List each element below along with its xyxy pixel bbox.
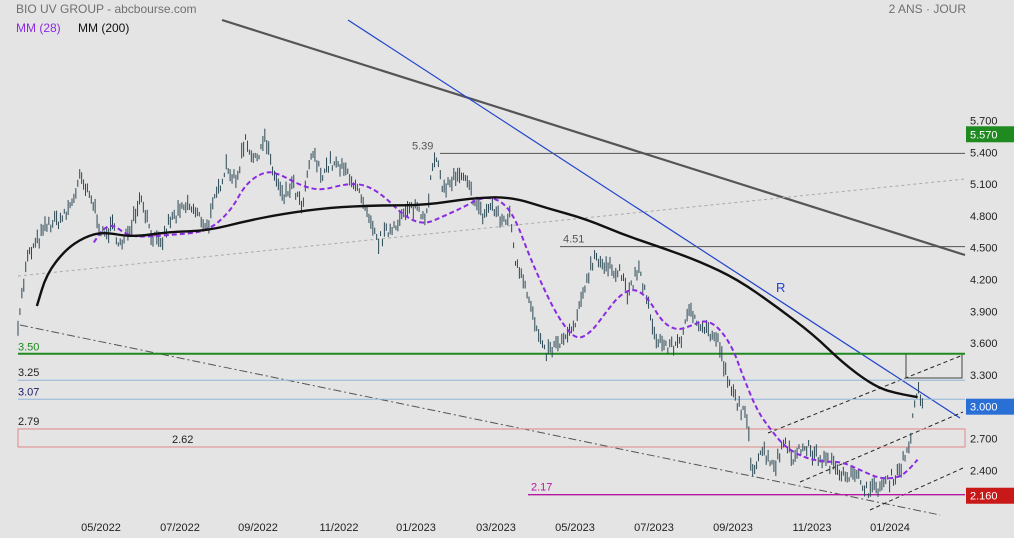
y-tick-4-500: 4.500 — [970, 243, 998, 255]
channel-line-lower — [869, 467, 964, 511]
x-tick-03-2023: 03/2023 — [476, 522, 516, 534]
annotation-r: R — [776, 280, 785, 295]
legend-mm200: MM (200) — [78, 21, 130, 35]
y-tick-4-800: 4.800 — [970, 211, 998, 223]
trendline-major-resistance — [221, 18, 966, 257]
level-label-2-62: 2.62 — [172, 434, 193, 446]
badge-5-570-bg — [966, 126, 1014, 143]
channel-line-middle — [799, 411, 964, 483]
y-tick-4-200: 4.200 — [970, 275, 998, 287]
series-line-mm-200- — [35, 196, 918, 399]
y-tick-5-100: 5.100 — [970, 179, 998, 191]
y-tick-2-400: 2.400 — [970, 465, 998, 477]
legend-mm28: MM (28) — [16, 21, 61, 35]
x-tick-11-2022: 11/2022 — [320, 522, 359, 534]
trendline-r-resistance — [347, 19, 961, 419]
level-label-2-79: 2.79 — [18, 416, 39, 428]
resistance-zone — [17, 428, 966, 448]
level-label-5-39: 5.39 — [412, 140, 433, 152]
period-label: 2 ANS · JOUR — [888, 2, 966, 16]
badge-3-000-bg — [966, 398, 1014, 415]
badge-2-160: 2.160 — [970, 491, 998, 503]
x-tick-11-2023: 11/2023 — [793, 522, 832, 534]
x-tick-01-2023: 01/2023 — [396, 522, 436, 534]
badge-3-000: 3.000 — [970, 402, 998, 414]
y-tick-2-700: 2.700 — [970, 434, 998, 446]
level-label-2-17: 2.17 — [531, 482, 552, 494]
x-tick-07-2022: 07/2022 — [160, 522, 200, 534]
y-tick-3-600: 3.600 — [970, 338, 998, 350]
channel-line-upper — [767, 354, 964, 434]
x-tick-09-2023: 09/2023 — [713, 522, 753, 534]
trendline-dotted-support — [17, 178, 966, 277]
y-tick-5-700: 5.700 — [970, 116, 998, 128]
y-tick-3-900: 3.900 — [970, 306, 998, 318]
series-line-mm-28- — [92, 171, 919, 480]
chart-title: BIO UV GROUP - abcbourse.com — [16, 2, 197, 16]
level-label-3-50: 3.50 — [18, 342, 39, 354]
x-tick-05-2023: 05/2023 — [555, 522, 595, 534]
level-label-4-51: 4.51 — [563, 234, 584, 246]
x-tick-09-2022: 09/2022 — [238, 522, 278, 534]
x-tick-01-2024: 01/2024 — [870, 522, 910, 534]
y-tick-3-300: 3.300 — [970, 370, 998, 382]
y-tick-5-400: 5.400 — [970, 147, 998, 159]
badge-5-570: 5.570 — [970, 129, 998, 141]
level-label-3-07: 3.07 — [18, 386, 39, 398]
x-tick-05-2022: 05/2022 — [81, 522, 121, 534]
trendline-dashdot-support — [19, 324, 941, 516]
badge-2-160-bg — [966, 487, 1014, 504]
level-label-3-25: 3.25 — [18, 367, 39, 379]
x-tick-07-2023: 07/2023 — [634, 522, 674, 534]
